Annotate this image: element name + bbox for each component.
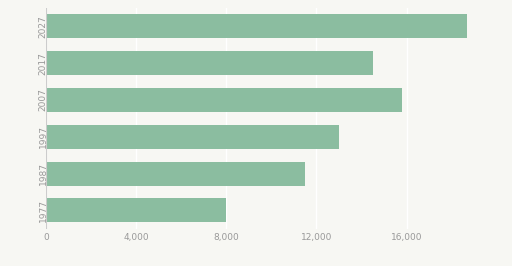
- Bar: [46, 125, 339, 149]
- Bar: [46, 88, 402, 112]
- Bar: [46, 14, 467, 38]
- Bar: [46, 162, 305, 185]
- Bar: [46, 51, 373, 75]
- Bar: [46, 198, 226, 222]
